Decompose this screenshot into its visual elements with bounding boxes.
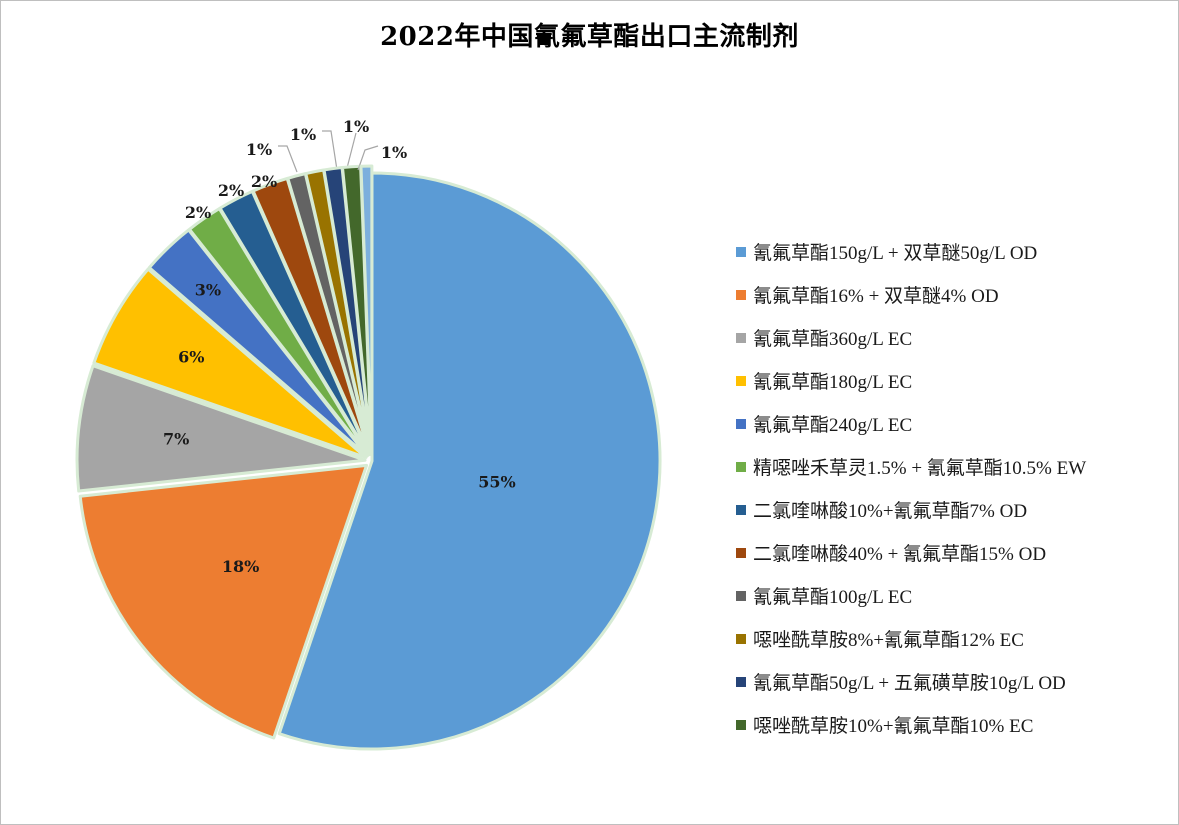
pie-slice xyxy=(92,267,368,459)
legend-item: 精噁唑禾草灵1.5% + 氰氟草酯10.5% EW xyxy=(736,445,1166,488)
legend-swatch xyxy=(736,504,746,515)
legend-swatch xyxy=(736,590,746,601)
legend-swatch xyxy=(736,676,746,687)
legend-label: 氰氟草酯16% + 双草醚4% OD xyxy=(753,286,999,307)
chart-title: 2022年中国氰氟草酯出口主流制剂 xyxy=(380,22,799,52)
data-label: 2% xyxy=(251,172,277,191)
legend-label: 氰氟草酯360g/L EC xyxy=(753,329,913,350)
legend-label: 氰氟草酯180g/L EC xyxy=(753,372,913,393)
legend-item: 二氯喹啉酸10%+氰氟草酯7% OD xyxy=(736,488,1166,531)
legend-item: 氰氟草酯180g/L EC xyxy=(736,359,1166,402)
legend-item: 噁唑酰草胺10%+氰氟草酯10% EC xyxy=(736,703,1166,746)
legend-label: 氰氟草酯100g/L EC xyxy=(753,587,913,608)
legend-item: 氰氟草酯150g/L + 双草醚50g/L OD xyxy=(736,230,1166,273)
chart-legend: 氰氟草酯150g/L + 双草醚50g/L OD 氰氟草酯16% + 双草醚4% … xyxy=(736,230,1166,746)
legend-swatch xyxy=(736,547,746,558)
data-label: 3% xyxy=(195,280,221,299)
legend-item: 二氯喹啉酸40% + 氰氟草酯15% OD xyxy=(736,531,1166,574)
data-label: 1% xyxy=(381,143,407,162)
leader-line xyxy=(278,145,298,173)
legend-item: 氰氟草酯240g/L EC xyxy=(736,402,1166,445)
data-label: 18% xyxy=(222,557,259,576)
legend-label: 二氯喹啉酸40% + 氰氟草酯15% OD xyxy=(753,544,1047,565)
data-label: 1% xyxy=(246,140,272,159)
leader-line xyxy=(322,130,338,171)
leader-line xyxy=(357,145,379,171)
legend-swatch xyxy=(736,332,746,343)
pie-slice xyxy=(359,164,374,456)
legend-item: 氰氟草酯16% + 双草醚4% OD xyxy=(736,273,1166,316)
legend-label: 噁唑酰草胺10%+氰氟草酯10% EC xyxy=(753,716,1034,737)
leader-line xyxy=(345,132,357,173)
pie-slice xyxy=(277,171,662,751)
legend-label: 二氯喹啉酸10%+氰氟草酯7% OD xyxy=(753,501,1028,522)
data-label: 2% xyxy=(185,203,211,222)
legend-label: 氰氟草酯240g/L EC xyxy=(753,415,913,436)
legend-swatch xyxy=(736,418,746,429)
data-label: 7% xyxy=(163,430,189,449)
data-label: 1% xyxy=(290,125,316,144)
legend-item: 氰氟草酯50g/L + 五氟磺草胺10g/L OD xyxy=(736,660,1166,703)
pie-slice xyxy=(78,463,369,740)
legend-item: 氰氟草酯360g/L EC xyxy=(736,316,1166,359)
data-label: 1% xyxy=(343,117,369,136)
legend-swatch xyxy=(736,289,746,300)
data-label: 55% xyxy=(478,473,515,492)
data-label: 6% xyxy=(178,348,204,367)
pie-slice xyxy=(75,364,367,493)
legend-label: 氰氟草酯50g/L + 五氟磺草胺10g/L OD xyxy=(753,673,1066,694)
legend-swatch xyxy=(736,633,746,644)
legend-swatch xyxy=(736,246,746,257)
legend-swatch xyxy=(736,461,746,472)
legend-label: 氰氟草酯150g/L + 双草醚50g/L OD xyxy=(753,243,1038,264)
data-label: 2% xyxy=(218,181,244,200)
legend-label: 噁唑酰草胺8%+氰氟草酯12% EC xyxy=(753,630,1024,651)
legend-item: 氰氟草酯100g/L EC xyxy=(736,574,1166,617)
legend-item: 噁唑酰草胺8%+氰氟草酯12% EC xyxy=(736,617,1166,660)
legend-swatch xyxy=(736,375,746,386)
legend-label: 精噁唑禾草灵1.5% + 氰氟草酯10.5% EW xyxy=(753,458,1087,479)
legend-swatch xyxy=(736,719,746,730)
